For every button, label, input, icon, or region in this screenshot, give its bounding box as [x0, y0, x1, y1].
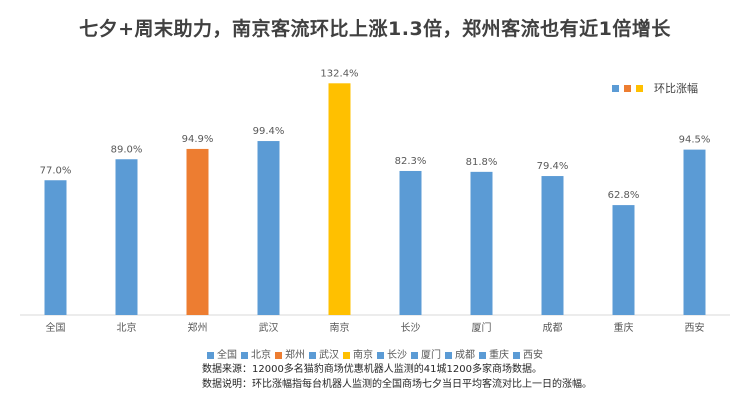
chart-title: 七夕+周末助力，南京客流环比上涨1.3倍，郑州客流也有近1倍增长: [79, 18, 671, 40]
category-label-郑州: 郑州: [188, 321, 208, 334]
value-label-重庆: 62.8%: [608, 190, 640, 201]
legend-item-swatch: [377, 351, 384, 359]
legend-item-label: 武汉: [319, 350, 339, 361]
legend-swatch-yellow: [636, 84, 643, 92]
legend-item-北京: 北京: [241, 346, 271, 361]
legend-item-label: 南京: [353, 350, 373, 361]
bar-西安: [683, 149, 706, 315]
data-source-note: 数据来源：12000多名猫豹商场优惠机器人监测的41城1200多家商场数据。: [202, 364, 542, 375]
legend-item-swatch: [343, 351, 350, 359]
legend-item-厦门: 厦门: [411, 346, 441, 361]
category-label-长沙: 长沙: [401, 322, 421, 334]
category-label-北京: 北京: [117, 321, 137, 334]
bar-全国: [44, 180, 67, 315]
legend-item-swatch: [309, 351, 316, 359]
legend-swatch-blue: [612, 84, 619, 92]
legend-item-label: 全国: [217, 350, 237, 361]
bar-厦门: [470, 171, 493, 315]
legend-item-swatch: [241, 351, 248, 359]
legend-item-label: 北京: [251, 350, 271, 361]
value-label-全国: 77.0%: [40, 165, 72, 176]
value-label-南京: 132.4%: [320, 68, 358, 79]
category-label-南京: 南京: [330, 321, 350, 334]
category-label-重庆: 重庆: [614, 321, 634, 334]
bar-重庆: [612, 205, 635, 315]
legend-item-label: 郑州: [285, 350, 305, 361]
value-label-西安: 94.5%: [679, 135, 711, 146]
bar-郑州: [186, 148, 209, 315]
legend-item-swatch: [479, 351, 486, 359]
bar-武汉: [257, 141, 280, 315]
legend-item-swatch: [275, 351, 282, 359]
legend-item-长沙: 长沙: [377, 346, 407, 361]
bar-南京: [328, 83, 351, 315]
legend-swatch-orange: [624, 84, 631, 92]
legend-item-label: 重庆: [489, 350, 509, 361]
value-label-郑州: 94.9%: [182, 134, 214, 145]
legend-item-南京: 南京: [343, 346, 373, 361]
legend-bottom: 全国 北京 郑州 武汉 南京 长沙 厦门 成都 重庆 西安: [0, 346, 750, 361]
legend-item-成都: 成都: [445, 346, 475, 361]
bar-成都: [541, 176, 564, 315]
legend-item-swatch: [513, 351, 520, 359]
legend-top: 环比涨幅: [612, 80, 698, 96]
bar-北京: [115, 159, 138, 315]
category-label-全国: 全国: [46, 321, 66, 334]
legend-item-全国: 全国: [207, 346, 237, 361]
value-label-北京: 89.0%: [111, 144, 143, 155]
legend-item-swatch: [207, 351, 214, 359]
legend-label: 环比涨幅: [654, 82, 698, 95]
legend-item-label: 长沙: [387, 350, 407, 361]
legend-item-swatch: [411, 351, 418, 359]
legend-item-郑州: 郑州: [275, 346, 305, 361]
legend-item-重庆: 重庆: [479, 346, 509, 361]
value-label-成都: 79.4%: [537, 161, 569, 172]
legend-item-label: 西安: [523, 350, 543, 361]
category-label-西安: 西安: [685, 321, 705, 334]
value-label-长沙: 82.3%: [395, 156, 427, 167]
legend-item-武汉: 武汉: [309, 346, 339, 361]
data-explanation-note: 数据说明：环比涨幅指每台机器人监测的全国商场七夕当日平均客流对比上一日的涨幅。: [202, 379, 592, 390]
value-label-厦门: 81.8%: [466, 157, 498, 168]
notes: 数据来源：12000多名猫豹商场优惠机器人监测的41城1200多家商场数据。 数…: [202, 362, 592, 392]
legend-item-西安: 西安: [513, 346, 543, 361]
category-label-武汉: 武汉: [259, 321, 279, 334]
legend-item-swatch: [445, 351, 452, 359]
bar-长沙: [399, 170, 422, 315]
category-label-厦门: 厦门: [472, 321, 492, 334]
category-label-成都: 成都: [543, 322, 563, 334]
value-label-武汉: 99.4%: [253, 126, 285, 137]
legend-item-label: 厦门: [421, 350, 441, 361]
legend-item-label: 成都: [455, 350, 475, 361]
